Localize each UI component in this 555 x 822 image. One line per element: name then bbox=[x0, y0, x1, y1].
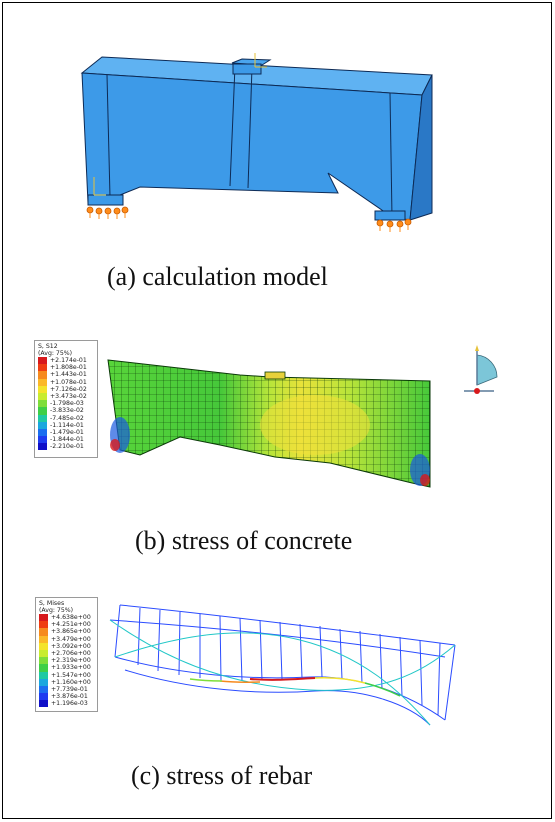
legend-swatch bbox=[38, 414, 47, 422]
legend-swatch bbox=[38, 407, 47, 415]
legend-swatch bbox=[38, 371, 47, 379]
legend-entry: -2.210e-01 bbox=[38, 443, 94, 451]
legend-value: +3.876e-01 bbox=[51, 693, 88, 701]
legend-swatch bbox=[39, 649, 48, 658]
legend-entry: +2.706e+00 bbox=[39, 649, 94, 658]
legend-entry: +1.443e-01 bbox=[38, 371, 94, 379]
legend-swatch bbox=[38, 443, 47, 451]
panel-stress-concrete bbox=[100, 345, 555, 495]
legend-swatch bbox=[39, 614, 48, 622]
panel-stress-rebar bbox=[100, 595, 480, 735]
legend-swatch bbox=[39, 700, 48, 708]
legend-entry: -1.114e-01 bbox=[38, 421, 94, 429]
legend-swatch bbox=[38, 385, 47, 393]
legend-swatch bbox=[39, 628, 48, 636]
legend-entry: +4.251e+00 bbox=[39, 621, 94, 629]
legend-entry: +7.126e-02 bbox=[38, 385, 94, 393]
legend-swatch bbox=[38, 357, 47, 365]
legend-swatch bbox=[38, 392, 47, 401]
legend-entry: +1.547e+00 bbox=[39, 671, 94, 679]
legend-subtitle: (Avg: 75%) bbox=[39, 607, 74, 614]
legend-swatch bbox=[38, 378, 47, 386]
legend-swatch bbox=[38, 428, 47, 437]
legend-value: +1.196e-03 bbox=[51, 700, 88, 708]
legend-subtitle: (Avg: 75%) bbox=[38, 350, 73, 357]
legend-entry: +3.092e+00 bbox=[39, 642, 94, 650]
legend-swatch bbox=[39, 621, 48, 629]
legend-entry: +3.876e-01 bbox=[39, 693, 94, 701]
legend-entry: +1.808e-01 bbox=[38, 364, 94, 372]
legend-entry: +1.160e+00 bbox=[39, 678, 94, 686]
legend-swatch bbox=[39, 671, 48, 679]
legend-value: +1.808e-01 bbox=[50, 364, 87, 372]
legend-value: -2.210e-01 bbox=[50, 443, 84, 451]
legend-value: +2.706e+00 bbox=[51, 650, 91, 658]
legend-entry: -1.798e-03 bbox=[38, 400, 94, 408]
legend-entry: +3.865e+00 bbox=[39, 628, 94, 636]
caption-stress-rebar: (c) stress of rebar bbox=[131, 761, 313, 790]
legend-swatch bbox=[39, 657, 48, 665]
legend-swatch bbox=[38, 421, 47, 429]
caption-calculation-model: (a) calculation model bbox=[107, 262, 328, 291]
legend-entry: +1.078e-01 bbox=[38, 378, 94, 386]
caption-stress-concrete: (b) stress of concrete bbox=[135, 526, 353, 555]
legend-value: +1.547e+00 bbox=[51, 671, 91, 679]
legend-title: S, S12 bbox=[38, 343, 58, 350]
legend-value: +4.638e+00 bbox=[51, 614, 91, 622]
legend-entry: +3.479e+00 bbox=[39, 635, 94, 643]
legend-rebar-stress: S, Mises (Avg: 75%) +4.638e+00 +4.251e+00… bbox=[35, 597, 98, 712]
legend-value: -1.844e-01 bbox=[50, 436, 84, 444]
legend-entry: +7.739e-01 bbox=[39, 685, 94, 694]
legend-value: +3.092e+00 bbox=[51, 642, 91, 650]
legend-value: +3.479e+00 bbox=[51, 635, 91, 643]
legend-title: S, Mises bbox=[39, 600, 65, 607]
legend-value: +2.174e-01 bbox=[50, 357, 87, 365]
legend-swatch bbox=[39, 685, 48, 694]
legend-value: +7.739e-01 bbox=[51, 685, 88, 693]
legend-entry: +2.174e-01 bbox=[38, 357, 94, 365]
legend-entry: -1.479e-01 bbox=[38, 428, 94, 437]
beam-model-graphic bbox=[80, 53, 433, 232]
legend-swatch bbox=[39, 635, 48, 643]
legend-value: +1.078e-01 bbox=[50, 378, 87, 386]
legend-value: -1.114e-01 bbox=[50, 421, 84, 429]
legend-value: +4.251e+00 bbox=[51, 621, 91, 629]
legend-entry: +1.196e-03 bbox=[39, 700, 94, 708]
legend-entry: -1.844e-01 bbox=[38, 436, 94, 444]
legend-entry: +4.638e+00 bbox=[39, 614, 94, 622]
legend-value: -7.485e-02 bbox=[50, 414, 84, 422]
legend-entry: +3.473e-02 bbox=[38, 392, 94, 401]
legend-swatch bbox=[39, 693, 48, 701]
legend-value: -3.833e-02 bbox=[50, 407, 84, 415]
rebar-stress-cage bbox=[109, 604, 456, 726]
legend-entry: +2.319e+00 bbox=[39, 657, 94, 665]
legend-concrete-stress: S, S12 (Avg: 75%) +2.174e-01 +1.808e-01 +1… bbox=[34, 340, 98, 458]
legend-swatch bbox=[39, 642, 48, 650]
legend-value: +2.319e+00 bbox=[51, 657, 91, 665]
legend-swatch bbox=[39, 678, 48, 686]
legend-value: +7.126e-02 bbox=[50, 385, 87, 393]
legend-value: +1.443e-01 bbox=[50, 371, 87, 379]
legend-swatch bbox=[38, 400, 47, 408]
legend-value: -1.798e-03 bbox=[50, 400, 84, 408]
legend-swatch bbox=[38, 436, 47, 444]
view-orientation-triad bbox=[462, 345, 502, 400]
legend-value: +3.865e+00 bbox=[51, 628, 91, 636]
legend-swatch bbox=[38, 364, 47, 372]
legend-value: +1.933e+00 bbox=[51, 664, 91, 672]
legend-value: +3.473e-02 bbox=[50, 393, 87, 401]
legend-swatch bbox=[39, 664, 48, 672]
concrete-stress-contour bbox=[107, 359, 431, 488]
legend-entry: +1.933e+00 bbox=[39, 664, 94, 672]
legend-entry: -3.833e-02 bbox=[38, 407, 94, 415]
legend-value: +1.160e+00 bbox=[51, 678, 91, 686]
legend-entry: -7.485e-02 bbox=[38, 414, 94, 422]
legend-value: -1.479e-01 bbox=[50, 428, 84, 436]
panel-calculation-model bbox=[70, 45, 450, 240]
